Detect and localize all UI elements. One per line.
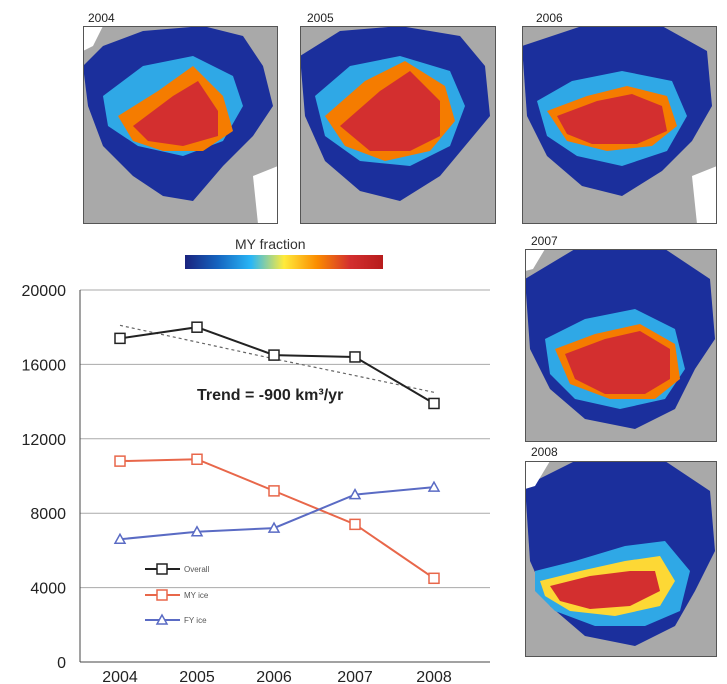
y-tick-label: 0 [57, 655, 66, 672]
series-line-my-ice [119, 458, 435, 580]
data-point-my-ice [428, 572, 440, 585]
map-year-label: 2006 [536, 11, 563, 25]
data-point-fy-ice [267, 521, 281, 533]
x-tick-label: 2004 [102, 669, 138, 684]
trend-annotation: Trend = -900 km³/yr [197, 387, 343, 404]
y-tick-label: 8000 [30, 506, 66, 523]
sea-ice-map-2006 [522, 26, 717, 224]
data-point-overall [349, 351, 361, 363]
map-year-label: 2005 [307, 11, 334, 25]
y-tick-label: 16000 [22, 357, 67, 374]
data-point-my-ice [268, 485, 280, 497]
data-point-fy-ice [113, 532, 127, 544]
legend-marker-overall [156, 563, 168, 575]
map-year-label: 2007 [531, 234, 558, 248]
map-year-label: 2004 [88, 11, 115, 25]
sea-ice-map-2007 [525, 249, 717, 442]
legend-marker-my-ice [156, 589, 168, 601]
data-point-my-ice [114, 455, 126, 467]
legend-marker-fy-ice [155, 613, 169, 625]
data-point-overall [268, 349, 280, 361]
data-point-fy-ice [348, 488, 362, 500]
x-tick-label: 2008 [416, 669, 452, 684]
y-tick-label: 4000 [30, 581, 66, 598]
colorbar [185, 255, 383, 269]
x-tick-label: 2006 [256, 669, 292, 684]
legend-label-overall: Overall [184, 565, 210, 574]
data-point-fy-ice [427, 480, 441, 492]
data-point-overall [428, 397, 440, 410]
data-point-overall [114, 332, 126, 345]
data-point-my-ice [349, 518, 361, 531]
y-tick-label: 20000 [22, 283, 67, 300]
legend-label-my-ice: MY ice [184, 591, 209, 600]
sea-ice-map-2005 [300, 26, 496, 224]
x-tick-label: 2005 [179, 669, 215, 684]
legend-label-fy-ice: FY ice [184, 616, 207, 625]
sea-ice-map-2004 [83, 26, 278, 224]
sea-ice-map-2008 [525, 461, 717, 657]
data-point-my-ice [191, 453, 203, 466]
x-tick-label: 2007 [337, 669, 373, 684]
map-year-label: 2008 [531, 445, 558, 459]
colorbar-label: MY fraction [235, 236, 306, 252]
data-point-overall [191, 321, 203, 333]
y-tick-label: 12000 [22, 432, 67, 449]
data-point-fy-ice [190, 525, 204, 537]
